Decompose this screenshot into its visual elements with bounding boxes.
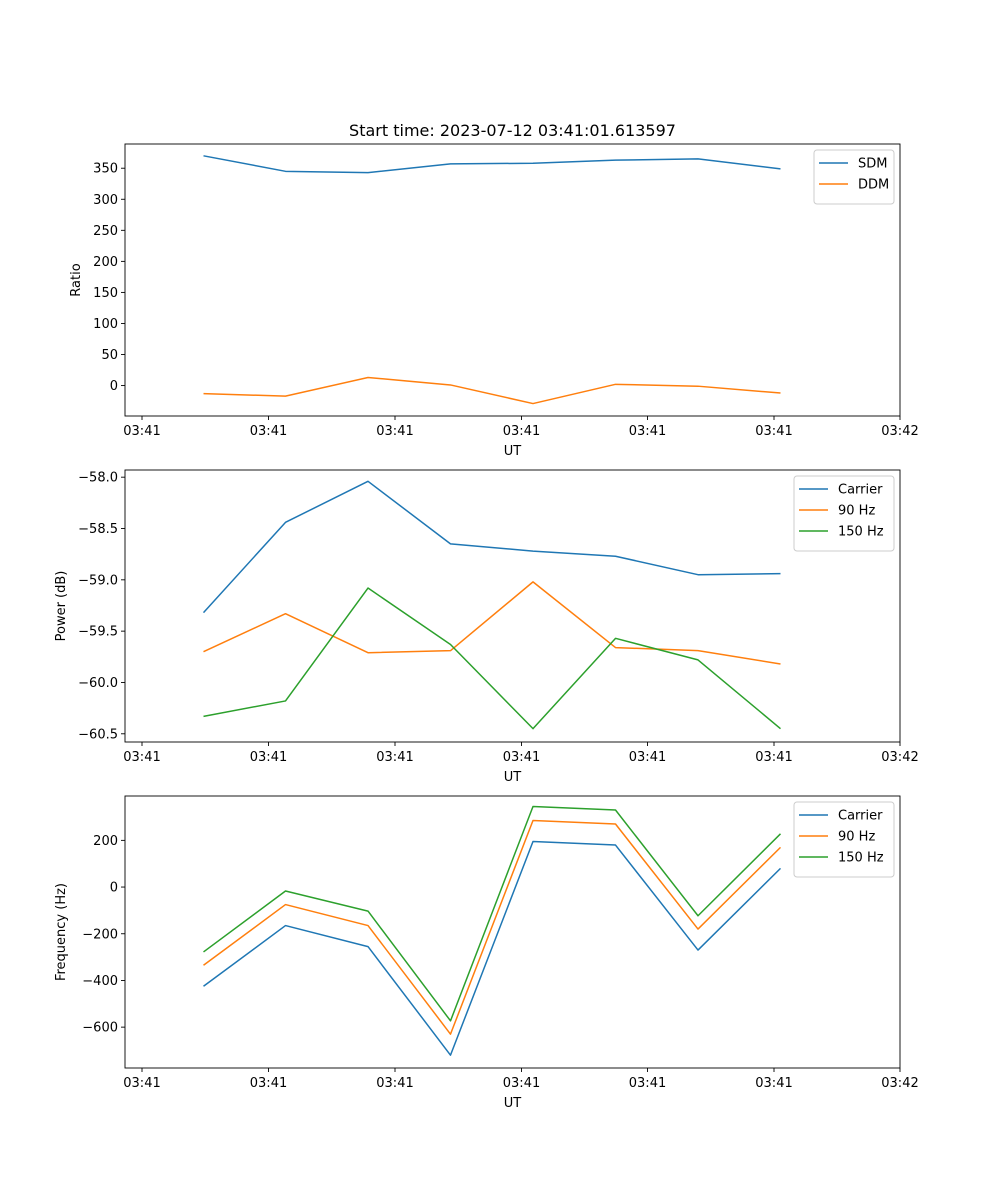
x-tick-label: 03:41: [629, 1076, 666, 1091]
y-tick-label: −58.5: [78, 522, 118, 537]
x-tick-label: 03:41: [123, 750, 160, 765]
series-line-carrier: [203, 840, 782, 1056]
x-tick-label: 03:41: [755, 750, 792, 765]
x-tick-label: 03:41: [376, 1076, 413, 1091]
x-tick-label: 03:41: [629, 750, 666, 765]
x-tick-label: 03:41: [503, 424, 540, 439]
y-axis-label: Power (dB): [54, 571, 69, 642]
series-line-90-hz: [203, 819, 782, 1035]
y-tick-label: 100: [93, 317, 118, 332]
axes-frame: [124, 469, 901, 743]
series-line-150-hz: [203, 587, 781, 730]
y-tick-label: 350: [93, 162, 118, 177]
y-tick-label: 0: [110, 379, 118, 394]
x-tick-label: 03:41: [123, 1076, 160, 1091]
y-tick-label: −58.0: [78, 471, 118, 486]
x-axis-label: UT: [504, 1096, 522, 1111]
x-tick-label: 03:42: [881, 1076, 918, 1091]
legend-label: 150 Hz: [838, 525, 884, 540]
x-tick-label: 03:41: [503, 750, 540, 765]
axes-frame: [124, 143, 901, 417]
x-axis-label: UT: [504, 770, 522, 785]
power-panel: 03:41 03:41 03:41 03:41 03:41 03:41 03:42 −58.0…: [54, 469, 919, 785]
y-tick-label: 50: [101, 348, 118, 363]
x-tick-label: 03:42: [881, 750, 918, 765]
x-tick-label: 03:41: [755, 424, 792, 439]
series-line-90-hz: [203, 581, 781, 665]
legend-box: [793, 801, 895, 878]
legend-label: Carrier: [838, 809, 883, 824]
legend-label: SDM: [858, 157, 887, 172]
legend: Carrier 90 Hz 150 Hz: [793, 801, 895, 878]
frequency-panel: 03:41 03:41 03:41 03:41 03:41 03:41 03:42 −600 −…: [54, 795, 919, 1111]
y-tick-label: −60.0: [78, 676, 118, 691]
y-tick-label: −60.5: [78, 727, 118, 742]
x-tick-label: 03:41: [376, 424, 413, 439]
x-tick-label: 03:41: [629, 424, 666, 439]
x-tick-label: 03:41: [250, 750, 287, 765]
y-tick-label: 200: [93, 255, 118, 270]
x-tick-label: 03:41: [755, 1076, 792, 1091]
y-tick-label: −59.5: [78, 625, 118, 640]
axes-frame: [124, 795, 901, 1069]
ratio-panel: 03:41 03:41 03:41 03:41 03:41 03:41 03:42 0 50 10…: [69, 143, 919, 459]
y-tick-label: −400: [82, 974, 118, 989]
legend-label: Carrier: [838, 483, 883, 498]
series-line-ddm: [203, 376, 781, 405]
x-tick-label: 03:42: [881, 424, 918, 439]
legend: SDM DDM: [813, 149, 895, 205]
y-tick-label: −59.0: [78, 573, 118, 588]
x-tick-label: 03:41: [123, 424, 160, 439]
y-axis-label: Ratio: [69, 263, 84, 296]
legend-label: 150 Hz: [838, 851, 884, 866]
y-tick-label: −200: [82, 927, 118, 942]
x-axis-label: UT: [504, 444, 522, 459]
y-tick-label: −600: [82, 1021, 118, 1036]
y-tick-label: 150: [93, 286, 118, 301]
figure-title: Start time: 2023-07-12 03:41:01.613597: [349, 121, 676, 140]
series-line-sdm: [203, 155, 781, 174]
x-tick-label: 03:41: [376, 750, 413, 765]
legend-label: DDM: [858, 178, 889, 193]
x-tick-label: 03:41: [503, 1076, 540, 1091]
y-tick-label: 250: [93, 224, 118, 239]
y-axis-label: Frequency (Hz): [54, 883, 69, 981]
legend-box: [793, 475, 895, 552]
series-line-carrier: [202, 480, 781, 614]
series-line-150-hz: [203, 805, 782, 1022]
x-tick-label: 03:41: [250, 1076, 287, 1091]
y-tick-label: 300: [93, 193, 118, 208]
legend-label: 90 Hz: [838, 830, 875, 845]
x-tick-label: 03:41: [250, 424, 287, 439]
y-tick-label: 200: [93, 834, 118, 849]
legend-label: 90 Hz: [838, 504, 875, 519]
y-tick-label: 0: [110, 881, 118, 896]
legend: Carrier 90 Hz 150 Hz: [793, 475, 895, 552]
